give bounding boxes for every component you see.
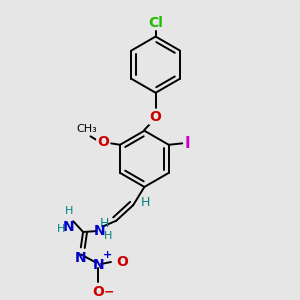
Text: O: O [97, 135, 109, 149]
Text: H: H [65, 206, 73, 216]
Text: N: N [94, 224, 106, 238]
Text: −: − [103, 286, 114, 299]
Text: Cl: Cl [148, 16, 163, 30]
Text: H: H [104, 231, 112, 241]
Text: N: N [92, 258, 104, 272]
Text: H: H [57, 224, 65, 234]
Text: I: I [184, 136, 190, 151]
Text: O: O [116, 255, 128, 269]
Text: CH₃: CH₃ [76, 124, 97, 134]
Text: O: O [92, 285, 104, 299]
Text: N: N [63, 220, 75, 234]
Text: O: O [150, 110, 162, 124]
Text: H: H [141, 196, 150, 209]
Text: N: N [75, 251, 87, 265]
Text: H: H [100, 217, 109, 230]
Text: +: + [103, 250, 112, 260]
